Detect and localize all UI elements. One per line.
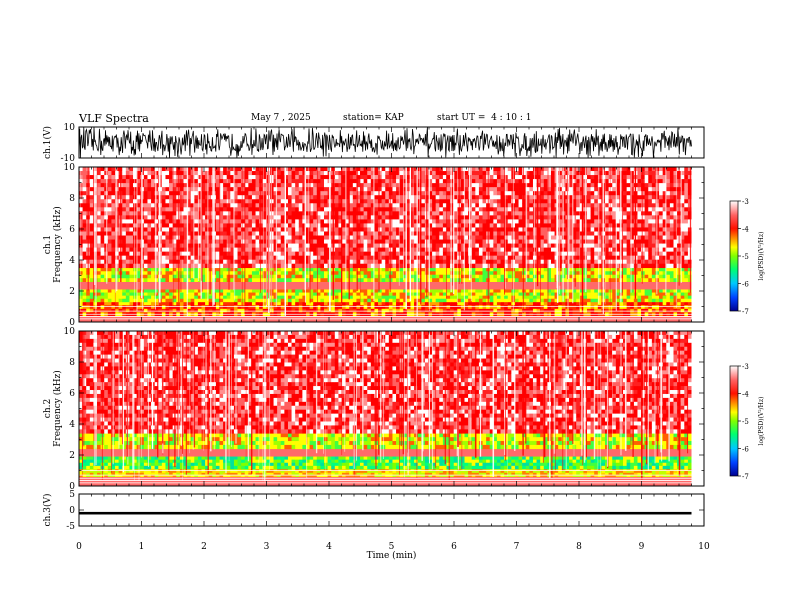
colorbar-1 — [729, 200, 739, 312]
ch1-waveform-trace — [78, 127, 692, 158]
ytick-label: 4 — [69, 256, 75, 266]
ytick-label: 0 — [69, 318, 75, 328]
xtick-label: 8 — [576, 542, 582, 552]
ytick-label: 6 — [69, 389, 75, 399]
spectrogram-streaks — [81, 331, 689, 482]
ytick-label: 8 — [69, 194, 75, 204]
ytick-label: 2 — [69, 451, 75, 461]
colorbar-2 — [729, 365, 739, 477]
colorbar-tick-label: -7 — [742, 473, 749, 481]
xtick-label: 9 — [639, 542, 645, 552]
xtick-label: 5 — [389, 542, 395, 552]
colorbar-tick-label: -6 — [742, 446, 749, 454]
colorbar-tick-label: -5 — [742, 253, 749, 261]
spectrogram-band-1 — [79, 289, 692, 303]
colorbar-tick-label: -3 — [742, 363, 749, 371]
ch3-waveform-trace — [79, 511, 692, 515]
spectrogram-low-lines — [79, 470, 692, 484]
spectrogram-band-3 — [79, 331, 692, 434]
xtick-label: 4 — [326, 542, 332, 552]
xtick-label: 7 — [514, 542, 520, 552]
ytick-label: 0 — [69, 482, 75, 492]
date-label: May 7 , 2025 — [251, 113, 311, 123]
ytick-label: 0 — [69, 506, 75, 516]
colorbar-label: log(PSD)(V²/Hz) — [758, 232, 765, 281]
y-axis-label: Frequency (kHz) — [52, 206, 63, 283]
colorbar-label: log(PSD)(V²/Hz) — [758, 397, 765, 446]
start-time-label: start UT = 4 : 10 : 1 — [437, 113, 532, 123]
ytick-label: 10 — [64, 327, 76, 337]
x-axis-label: Time (min) — [367, 550, 417, 561]
ytick-label: 5 — [69, 490, 75, 500]
ytick-label: -5 — [66, 522, 75, 532]
y-axis-label: ch.3(V) — [42, 494, 53, 527]
station-label: station= KAP — [343, 113, 404, 123]
spectrogram-band-3 — [79, 167, 692, 269]
xtick-label: 1 — [139, 542, 145, 552]
ytick-label: 10 — [64, 123, 76, 133]
colorbar-tick-label: -6 — [742, 281, 749, 289]
spectrogram-no-data — [691, 331, 704, 486]
figure-title: VLF Spectra — [79, 112, 149, 125]
y-axis-label: ch.1(V) — [42, 126, 53, 159]
ytick-label: 2 — [69, 287, 75, 297]
colorbar-tick-label: -3 — [742, 198, 749, 206]
colorbar-tick-label: -4 — [742, 391, 749, 399]
xtick-label: 0 — [76, 542, 82, 552]
y-axis-label: ch.1 — [43, 235, 53, 254]
colorbar-tick-label: -5 — [742, 418, 749, 426]
spectrogram-low-lines — [79, 306, 692, 320]
ytick-label: 4 — [69, 420, 75, 430]
spectrogram-band-1 — [79, 456, 692, 470]
y-axis-label: ch.2 — [43, 399, 53, 418]
ytick-label: 6 — [69, 225, 75, 235]
colorbar-tick-label: -4 — [742, 226, 749, 234]
ytick-label: -10 — [61, 154, 76, 164]
xtick-label: 10 — [698, 542, 710, 552]
ytick-label: 8 — [69, 358, 75, 368]
spectrogram-no-data — [691, 167, 704, 322]
spectrogram-band-0 — [79, 468, 692, 477]
xtick-label: 3 — [264, 542, 270, 552]
ytick-label: 10 — [64, 163, 76, 173]
colorbar-tick-label: -7 — [742, 308, 749, 316]
spectrogram-streaks — [80, 167, 692, 317]
spectrogram-band-2 — [79, 267, 692, 282]
xtick-label: 6 — [451, 542, 457, 552]
spectrogram-band-2 — [79, 433, 692, 450]
y-axis-label: Frequency (kHz) — [52, 370, 63, 447]
xtick-label: 2 — [201, 542, 207, 552]
